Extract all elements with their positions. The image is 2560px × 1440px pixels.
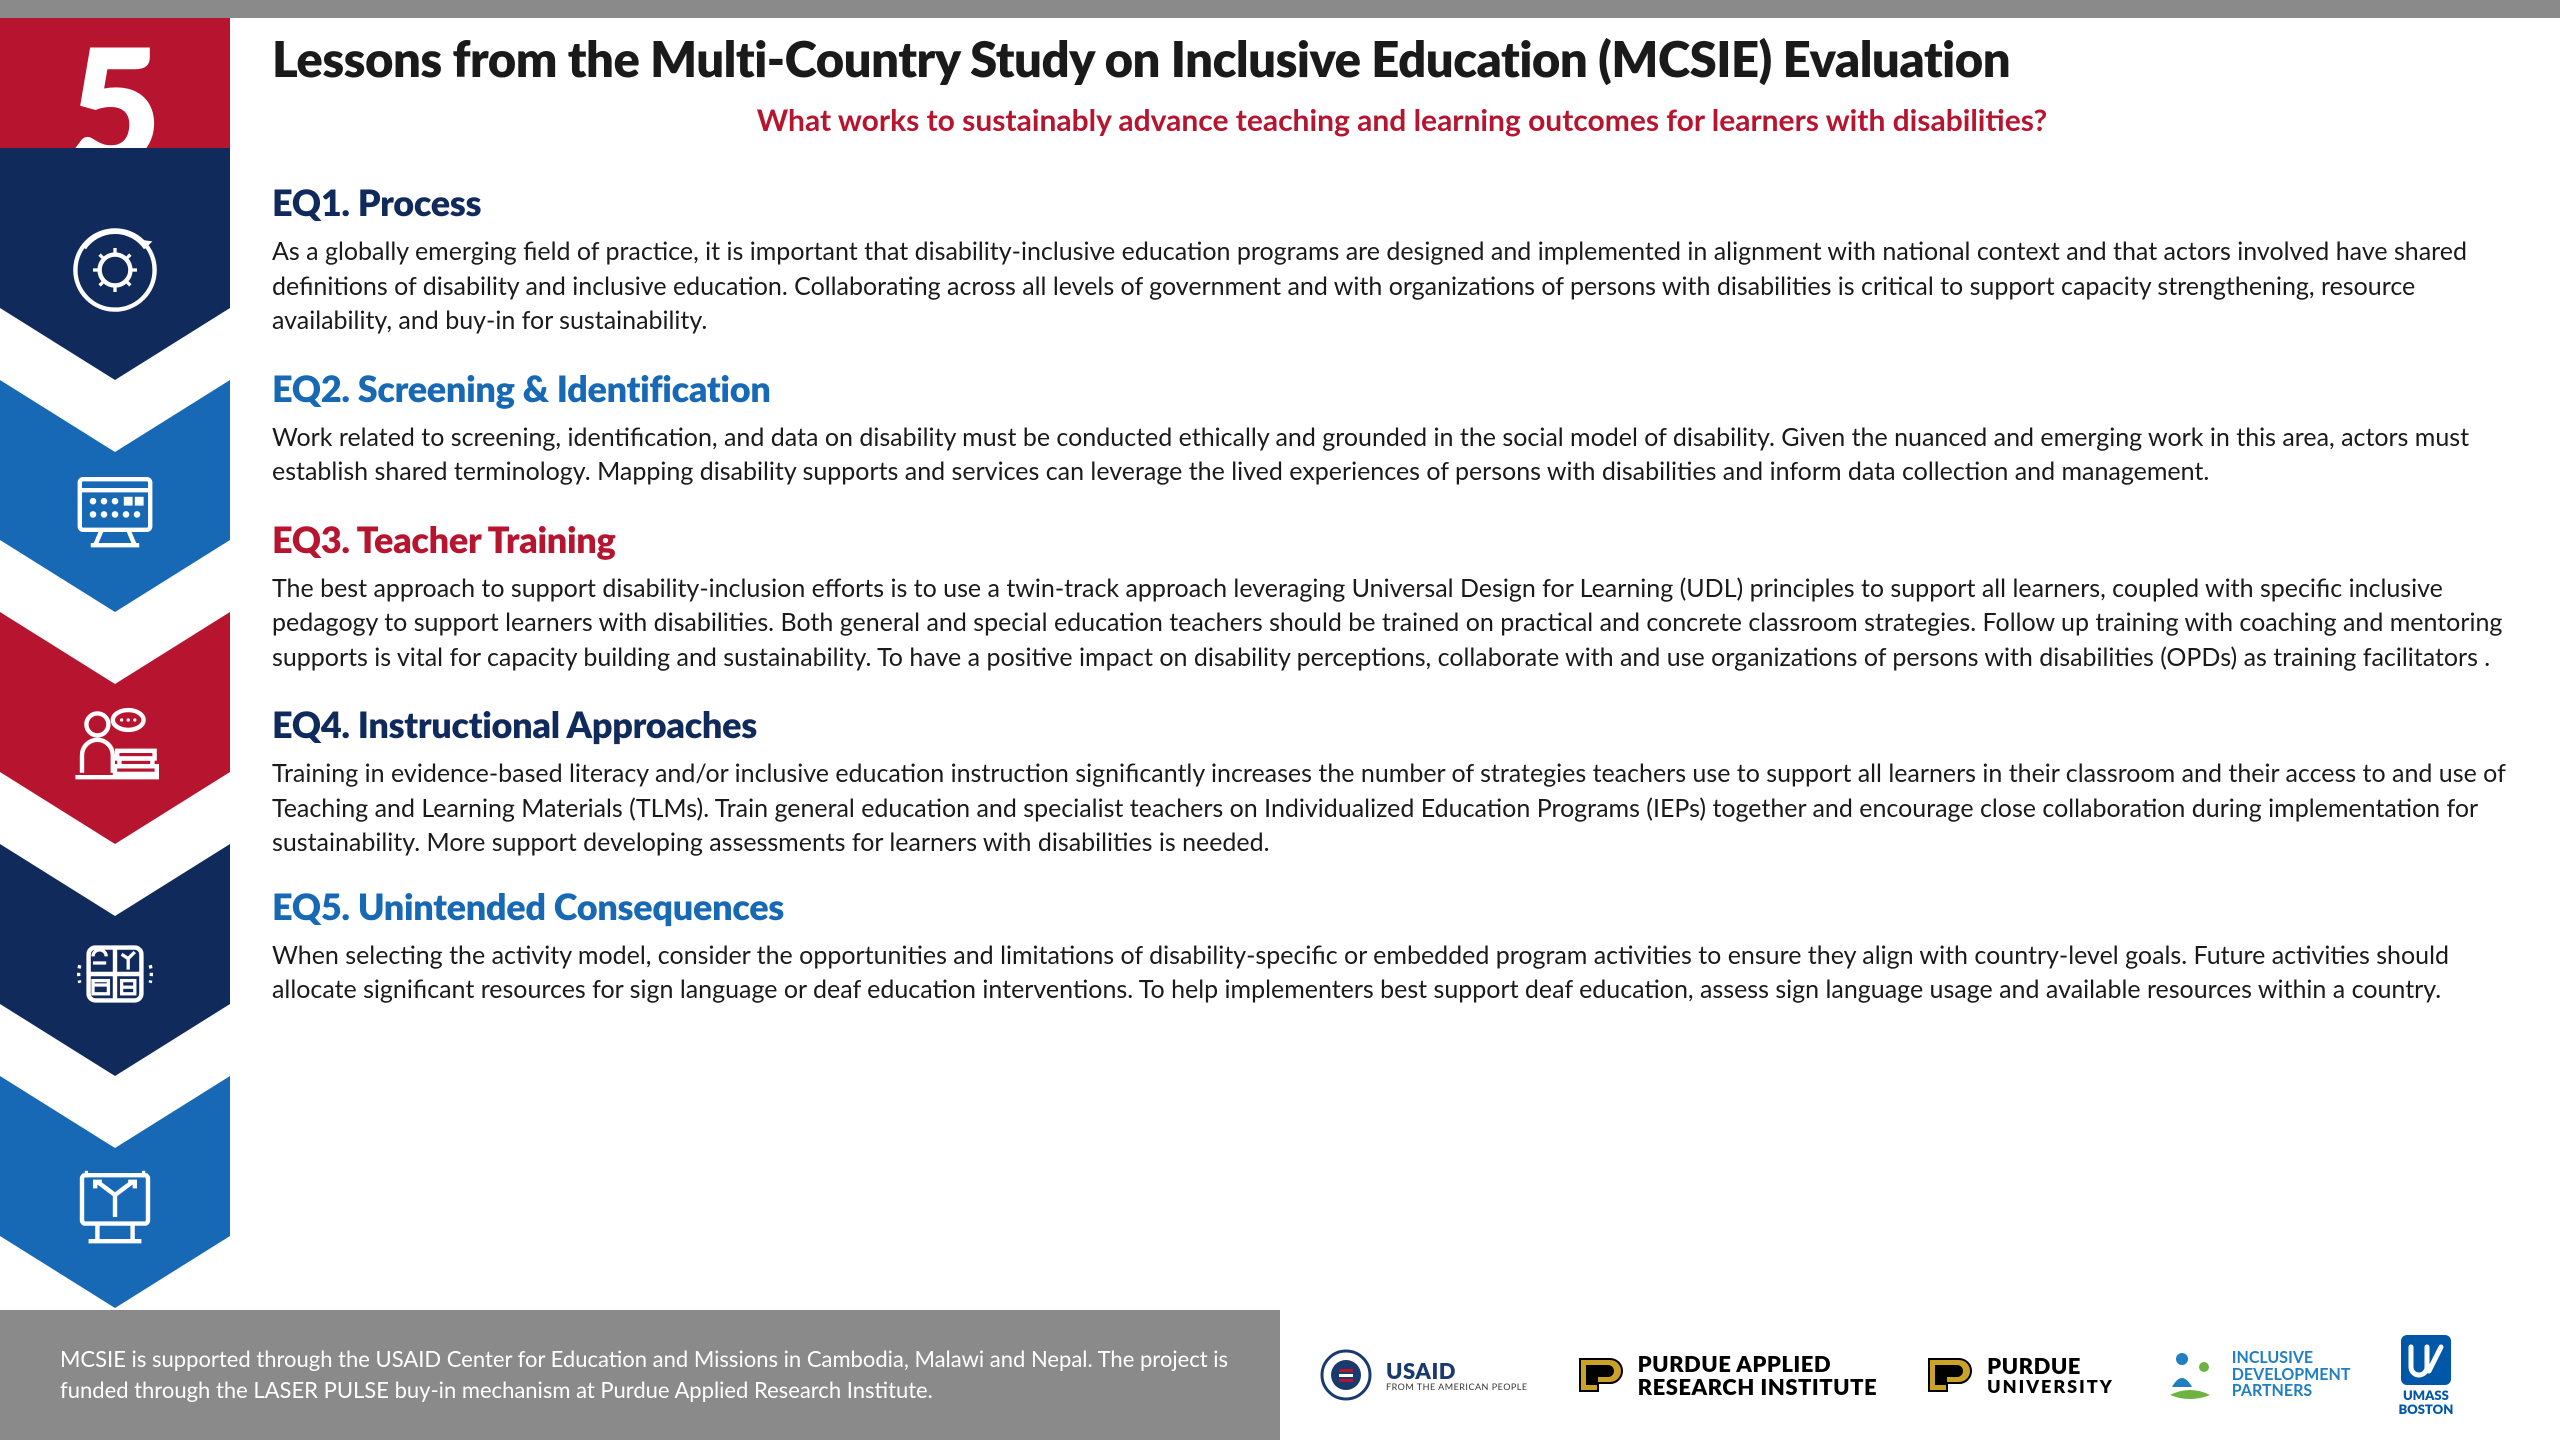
- eq4-heading: EQ4. Instructional Approaches: [272, 702, 2532, 746]
- footer-bar: MCSIE is supported through the USAID Cen…: [0, 1310, 2560, 1440]
- eq1-heading: EQ1. Process: [272, 180, 2532, 224]
- idp-icon: [2162, 1347, 2218, 1403]
- logo-strip: USAID FROM THE AMERICAN PEOPLE PURDUE AP…: [1280, 1310, 2560, 1440]
- purdue-p-icon: [1576, 1355, 1624, 1395]
- main-content: Lessons from the Multi-Country Study on …: [272, 30, 2532, 1007]
- top-gray-bar: [0, 0, 2560, 18]
- pari-line1: PURDUE APPLIED: [1638, 1352, 1878, 1375]
- page-subtitle: What works to sustainably advance teachi…: [272, 102, 2532, 138]
- pari-line2: RESEARCH INSTITUTE: [1638, 1375, 1878, 1398]
- section-eq3: EQ3. Teacher Training The best approach …: [272, 517, 2532, 675]
- purdue-univ-logo: PURDUE UNIVERSITY: [1925, 1354, 2114, 1396]
- eq3-heading: EQ3. Teacher Training: [272, 517, 2532, 561]
- chevron-2: [0, 380, 230, 612]
- chevron-3: [0, 612, 230, 844]
- chevron-5: [0, 1076, 230, 1308]
- purdue-line2: UNIVERSITY: [1987, 1377, 2114, 1396]
- page-title: Lessons from the Multi-Country Study on …: [272, 30, 2532, 88]
- eq3-body: The best approach to support disability-…: [272, 571, 2532, 675]
- chevron-1: [0, 148, 230, 380]
- umass-logo: UMASS BOSTON: [2398, 1333, 2453, 1416]
- eq2-body: Work related to screening, identificatio…: [272, 420, 2532, 489]
- idp-logo: INCLUSIVE DEVELOPMENT PARTNERS: [2162, 1347, 2351, 1403]
- chevron-column: 5: [0, 0, 230, 1310]
- section-eq4: EQ4. Instructional Approaches Training i…: [272, 702, 2532, 860]
- eq5-body: When selecting the activity model, consi…: [272, 938, 2532, 1007]
- purdue-applied-logo: PURDUE APPLIED RESEARCH INSTITUTE: [1576, 1352, 1878, 1398]
- idp-line3: PARTNERS: [2232, 1383, 2351, 1400]
- chevron-4: [0, 844, 230, 1076]
- section-eq5: EQ5. Unintended Consequences When select…: [272, 884, 2532, 1007]
- footer-note: MCSIE is supported through the USAID Cen…: [0, 1344, 1260, 1406]
- purdue-line1: PURDUE: [1987, 1354, 2114, 1377]
- section-eq2: EQ2. Screening & Identification Work rel…: [272, 366, 2532, 489]
- usaid-text: USAID: [1386, 1359, 1528, 1382]
- eq4-body: Training in evidence-based literacy and/…: [272, 756, 2532, 860]
- umass-line2: BOSTON: [2398, 1403, 2453, 1417]
- eq1-body: As a globally emerging field of practice…: [272, 234, 2532, 338]
- eq5-heading: EQ5. Unintended Consequences: [272, 884, 2532, 928]
- usaid-logo: USAID FROM THE AMERICAN PEOPLE: [1320, 1349, 1528, 1401]
- eq2-heading: EQ2. Screening & Identification: [272, 366, 2532, 410]
- slide: 5: [0, 0, 2560, 1440]
- usaid-seal-icon: [1320, 1349, 1372, 1401]
- section-eq1: EQ1. Process As a globally emerging fiel…: [272, 180, 2532, 338]
- purdue-p2-icon: [1925, 1355, 1973, 1395]
- umass-icon: [2399, 1333, 2453, 1387]
- usaid-sub: FROM THE AMERICAN PEOPLE: [1386, 1382, 1528, 1391]
